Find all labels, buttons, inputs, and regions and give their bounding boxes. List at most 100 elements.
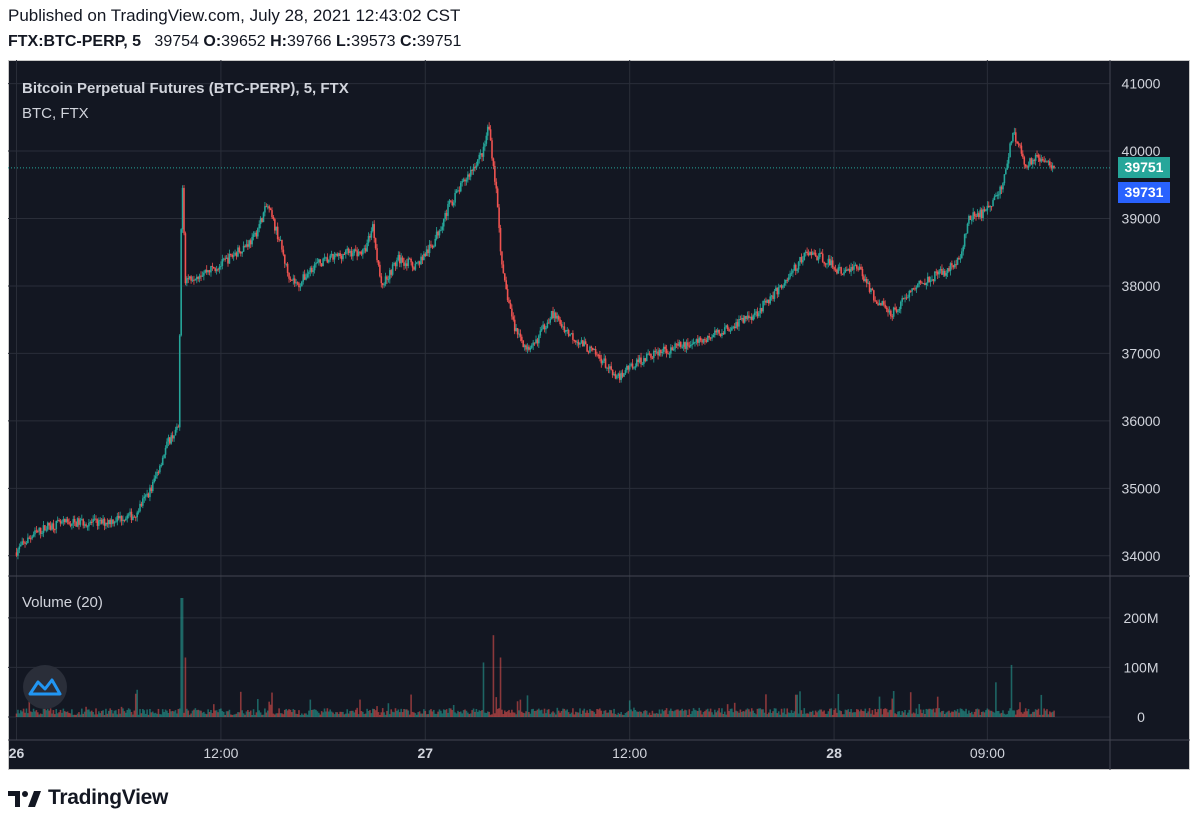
chart-subtitle: BTC, FTX <box>22 105 89 122</box>
candle-body <box>447 204 449 216</box>
candle-body <box>800 256 803 263</box>
volume-bar <box>912 712 915 717</box>
tv-badge-icon[interactable] <box>23 665 67 709</box>
candle-body <box>71 523 73 526</box>
candle-body <box>529 347 532 350</box>
volume-bar <box>107 710 110 717</box>
volume-bar <box>745 709 747 717</box>
candle-body <box>651 357 654 359</box>
candle-body <box>478 154 481 160</box>
volume-bar <box>364 713 367 717</box>
volume-bar <box>157 708 160 717</box>
candle-body <box>853 265 855 270</box>
volume-bar <box>919 709 922 717</box>
candle-body <box>387 279 390 281</box>
candle-body <box>848 269 851 272</box>
volume-bar <box>1010 664 1013 717</box>
candle-body <box>450 200 452 202</box>
last-value: 39754 <box>154 33 199 50</box>
candle-body <box>22 541 25 543</box>
volume-bar <box>200 710 202 717</box>
candle-body <box>968 215 970 224</box>
candle-body <box>440 229 442 231</box>
candle-body <box>272 217 275 220</box>
candle-body <box>925 282 928 286</box>
volume-bar <box>785 714 787 717</box>
volume-bar <box>56 713 59 717</box>
candle-body <box>604 358 607 368</box>
candle-body <box>762 300 764 312</box>
volume-bar <box>484 712 486 717</box>
candle-body <box>125 518 127 521</box>
candle-body <box>681 346 684 348</box>
candle-body <box>627 365 630 370</box>
candle-body <box>459 182 462 192</box>
candle-body <box>855 264 858 269</box>
volume-bar <box>837 693 840 717</box>
volume-bar <box>543 708 546 717</box>
candle-body <box>72 518 75 524</box>
volume-bar <box>170 711 173 717</box>
volume-bar <box>807 713 810 717</box>
volume-bar <box>529 713 532 717</box>
candle-body <box>477 159 479 166</box>
volume-bar <box>367 710 370 717</box>
candle-body <box>410 258 412 263</box>
candle-body <box>878 303 881 306</box>
volume-bar <box>951 711 953 717</box>
volume-bar <box>840 711 842 717</box>
candle-body <box>999 186 1001 195</box>
candle-body <box>59 520 62 524</box>
candle-body <box>310 267 313 272</box>
volume-bar <box>186 708 188 717</box>
volume-bar <box>293 709 296 717</box>
volume-bar <box>183 712 185 717</box>
volume-bar <box>943 714 946 717</box>
volume-bar <box>134 693 137 717</box>
volume-bar <box>626 712 628 717</box>
volume-bar <box>423 709 425 717</box>
volume-bar <box>309 699 312 717</box>
candle-body <box>606 367 608 369</box>
volume-bar <box>1019 702 1021 717</box>
candle-body <box>119 515 121 519</box>
candle-body <box>381 283 384 286</box>
volume-bar <box>536 709 539 717</box>
volume-bar <box>816 712 818 717</box>
volume-bar <box>573 714 576 717</box>
volume-bar <box>735 710 737 717</box>
candle-body <box>763 300 766 302</box>
volume-bar <box>874 708 877 717</box>
candle-body <box>574 340 577 343</box>
candle-body <box>938 270 940 275</box>
candle-body <box>481 153 483 157</box>
volume-bar <box>73 714 76 717</box>
candle-body <box>617 373 620 376</box>
candle-body <box>987 205 990 208</box>
volume-bar <box>1009 708 1011 717</box>
candle-body <box>823 261 825 264</box>
volume-bar <box>283 709 286 717</box>
candle-body <box>322 258 324 267</box>
volume-bar <box>268 701 270 717</box>
candle-body <box>1007 157 1010 164</box>
candle-body <box>352 252 354 257</box>
candle-body <box>133 516 136 518</box>
price-chart[interactable]: 3400035000360003700038000390004000041000… <box>8 60 1190 770</box>
candle-body <box>873 290 875 301</box>
volume-bar <box>820 709 823 717</box>
volume-bar <box>1043 708 1045 717</box>
volume-bar <box>739 709 742 717</box>
candle-body <box>915 287 918 290</box>
volume-bar <box>477 711 479 717</box>
volume-bar <box>1050 712 1053 717</box>
candle-body <box>648 353 651 355</box>
volume-bar <box>352 710 354 717</box>
volume-bar <box>218 709 221 717</box>
candle-body <box>671 347 674 351</box>
volume-bar <box>39 713 42 717</box>
candle-body <box>836 269 838 274</box>
candle-body <box>465 179 468 182</box>
x-tick-label: 09:00 <box>970 745 1005 761</box>
volume-bar <box>315 709 317 717</box>
